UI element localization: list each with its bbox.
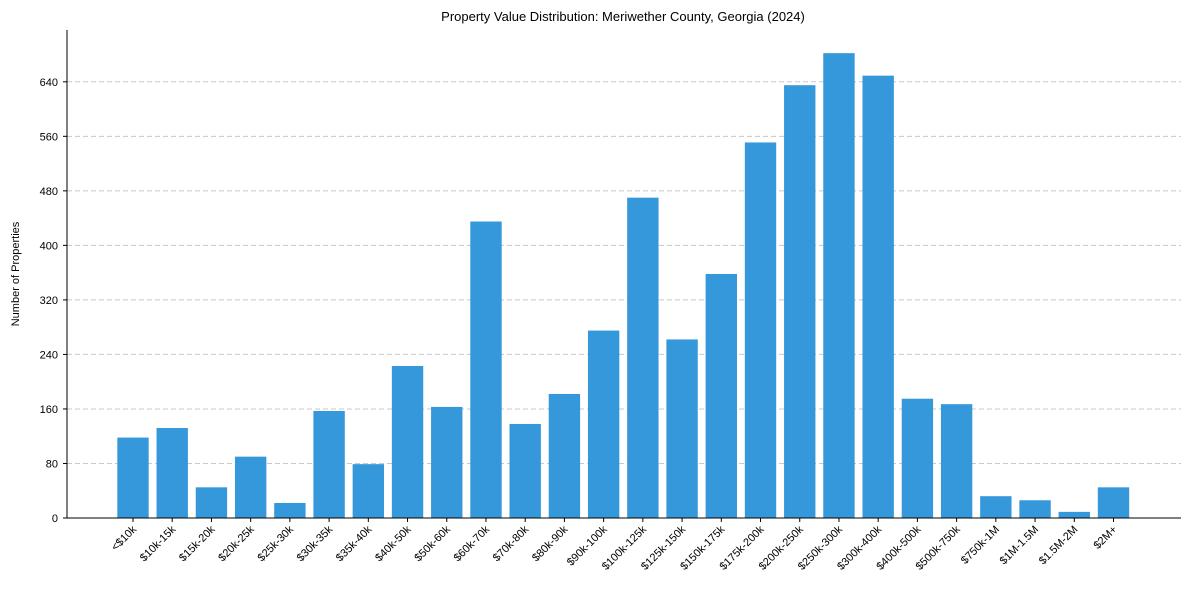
x-tick-label: <$10k — [109, 523, 139, 553]
bar — [862, 75, 894, 519]
x-tick-label: $40k-50k — [373, 523, 414, 564]
gridlines — [67, 81, 1181, 464]
y-tick-label: 480 — [40, 186, 58, 198]
x-tick-label: $70k-80k — [491, 523, 532, 564]
x-tick-label: $20k-25k — [216, 523, 257, 564]
y-tick-label: 400 — [40, 240, 58, 252]
x-axis-ticks: <$10k$10k-15k$15k-20k$20k-25k$25k-30k$30… — [109, 518, 1120, 573]
bar — [509, 423, 541, 518]
bar — [156, 428, 188, 518]
x-tick-label: $10k-15k — [138, 523, 179, 564]
y-axis-ticks: 0 80 160 240 320 400 480 560 640 — [40, 77, 67, 525]
bar — [705, 274, 737, 518]
bar — [234, 456, 267, 518]
x-tick-label: $60k-70k — [452, 523, 493, 564]
bar — [1019, 500, 1051, 518]
bar — [548, 393, 581, 518]
bar — [627, 197, 659, 519]
x-tick-label: $1.5M-2M — [1037, 524, 1081, 568]
x-tick-label: $25k-30k — [256, 523, 297, 564]
bars — [117, 53, 1130, 519]
x-tick-label: $50k-60k — [412, 523, 453, 564]
x-tick-label: $30k-35k — [295, 523, 336, 564]
bar — [274, 503, 306, 518]
bar — [784, 85, 816, 519]
bar — [666, 339, 698, 518]
y-tick-label: 560 — [40, 131, 58, 143]
x-tick-label: $2M+ — [1091, 524, 1119, 552]
bar — [901, 398, 934, 518]
bar — [470, 221, 502, 519]
y-tick-label: 160 — [40, 404, 58, 416]
x-tick-label: $15k-20k — [177, 523, 218, 564]
y-tick-label: 0 — [52, 513, 58, 525]
bar — [823, 53, 855, 518]
bar — [431, 406, 463, 518]
y-tick-label: 640 — [40, 77, 58, 89]
bar — [980, 496, 1012, 518]
y-axis-label: Number of Properties — [10, 221, 22, 326]
x-tick-label: $80k-90k — [530, 523, 571, 564]
x-tick-label: $35k-40k — [334, 523, 375, 564]
y-tick-label: 240 — [40, 349, 58, 361]
bar — [940, 404, 973, 518]
y-tick-label: 320 — [40, 295, 58, 307]
bar — [1058, 511, 1090, 518]
bar — [195, 487, 228, 518]
x-tick-label: $1M-1.5M — [998, 524, 1042, 568]
bar — [313, 410, 345, 518]
bar — [117, 437, 149, 518]
bar — [391, 366, 424, 518]
chart-title: Property Value Distribution: Meriwether … — [441, 9, 805, 24]
y-tick-label: 80 — [46, 458, 58, 470]
bar — [1097, 487, 1130, 518]
x-tick-label: $750k-1M — [959, 524, 1002, 567]
bar — [352, 464, 385, 518]
bar — [587, 330, 620, 518]
bar — [744, 142, 777, 518]
